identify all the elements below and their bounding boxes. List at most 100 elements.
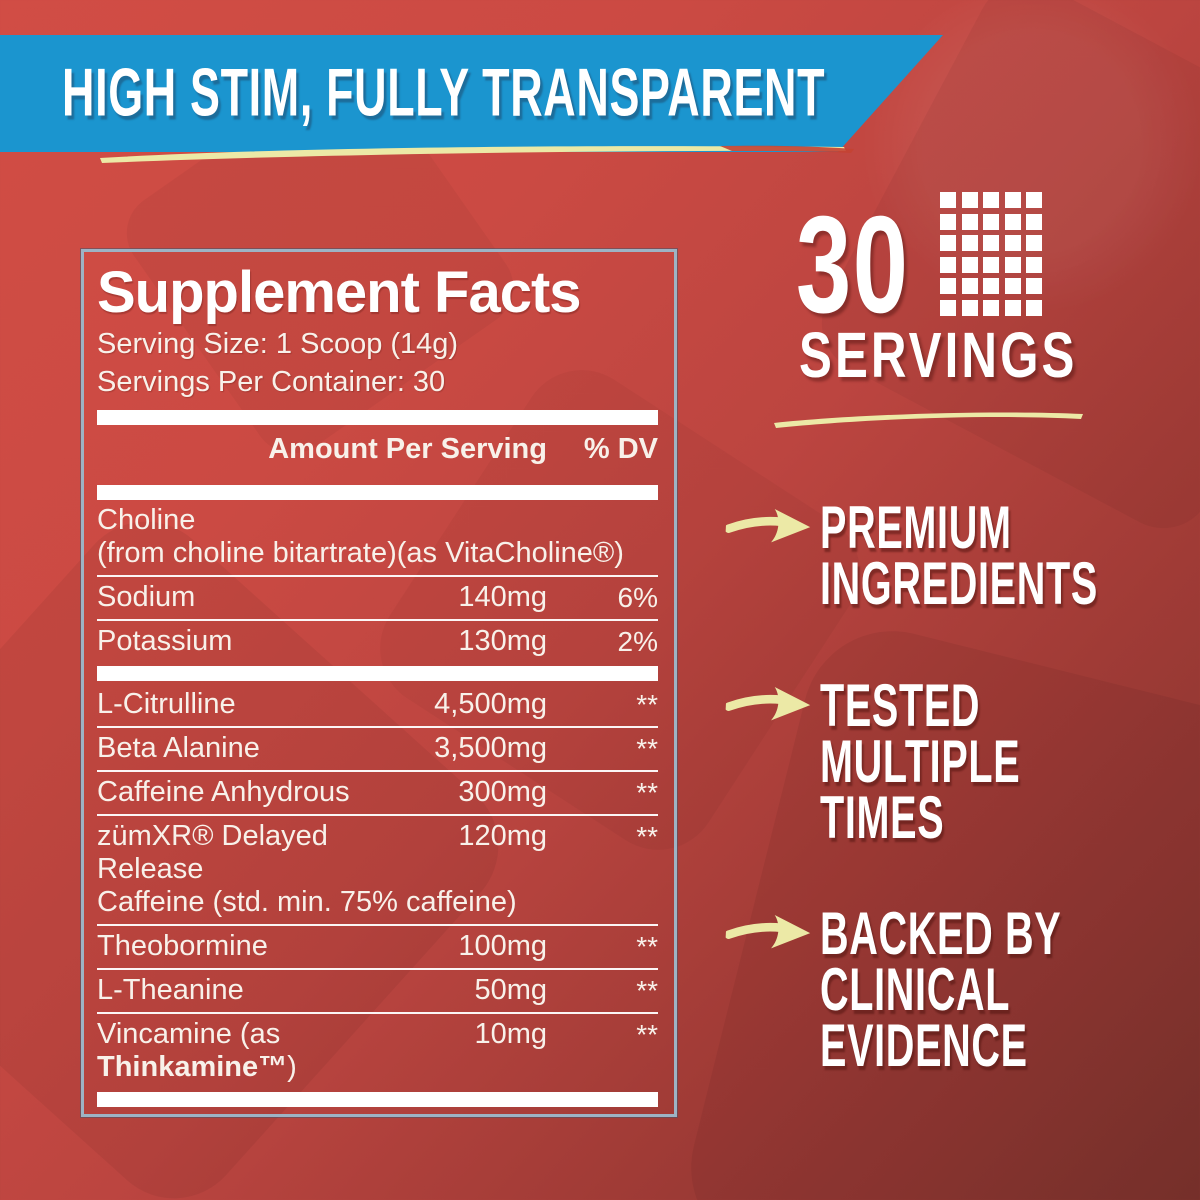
row-amount: 50mg: [474, 974, 547, 1006]
arrow-icon: [724, 684, 814, 729]
servings-label: SERVINGS: [799, 319, 1078, 391]
grid-square: [1004, 213, 1021, 230]
grid-square: [1026, 299, 1042, 316]
row-amount: 10mg: [474, 1018, 547, 1050]
dv-column-header: % DV: [583, 433, 658, 465]
thick-divider: [97, 485, 658, 500]
row-amount: 130mg: [458, 625, 547, 657]
grid-square: [961, 278, 978, 294]
row-dv: **: [636, 689, 658, 720]
row-amount: 140mg: [458, 581, 547, 613]
column-header-row: Amount Per Serving % DV: [97, 425, 658, 475]
arrow-icon: [724, 912, 814, 957]
row-amount: 300mg: [458, 776, 547, 808]
row-amount: 120mg: [458, 820, 547, 852]
grid-square: [1026, 192, 1042, 208]
bullet-text-line: TIMES: [820, 784, 945, 851]
grid-square: [1004, 192, 1021, 208]
brush-underline: [100, 145, 854, 163]
bullet-text-line: INGREDIENTS: [820, 550, 1098, 617]
row-ingredient-name-bold: Thinkamine™: [97, 1051, 288, 1083]
grid-square: [940, 256, 956, 273]
row-ingredient-name: Choline: [97, 504, 196, 536]
facts-footnotes: * Daily Values based on a 2,000 calorie …: [97, 1113, 658, 1114]
thin-divider: [97, 814, 658, 816]
table-row: Sodium 140mg 6%: [97, 577, 658, 619]
row-ingredient-name: Beta Alanine: [97, 732, 260, 764]
thin-divider: [97, 968, 658, 970]
grid-square: [940, 235, 956, 251]
row-amount: 100mg: [458, 930, 547, 962]
grid-square: [940, 192, 956, 208]
bullet-text-line: MULTIPLE: [820, 728, 1021, 795]
servings-grid-icon: [940, 192, 1042, 316]
row-amount: [387, 504, 547, 537]
grid-square: [1004, 256, 1021, 273]
servings-count: 30: [796, 188, 910, 342]
thin-divider: [97, 575, 658, 577]
row-dv: **: [636, 733, 658, 764]
bullet-text-line: TESTED: [820, 672, 981, 739]
bullet-text-line: EVIDENCE: [820, 1012, 1028, 1079]
row-dv: [547, 504, 658, 537]
bullet-text: PREMIUM INGREDIENTS: [820, 494, 1098, 617]
row-ingredient-name: Sodium: [97, 581, 196, 613]
grid-square: [1004, 278, 1021, 294]
bullet-text: BACKED BY CLINICAL EVIDENCE: [820, 900, 1062, 1079]
thick-divider: [97, 410, 658, 425]
grid-square: [961, 256, 978, 273]
facts-rows: Choline (from choline bitartrate)(as Vita…: [97, 500, 658, 1107]
row-ingredient-name: L-Theanine: [97, 974, 244, 1006]
thin-divider: [97, 726, 658, 728]
thin-divider: [97, 770, 658, 772]
row-ingredient-name: Caffeine Anhydrous: [97, 776, 350, 808]
grid-square: [983, 213, 999, 230]
grid-square: [1004, 235, 1021, 251]
bullet-text-line: PREMIUM: [820, 494, 1012, 561]
table-row: Potassium 130mg 2%: [97, 621, 658, 663]
banner-title: HIGH STIM, FULLY TRANSPARENT: [62, 53, 826, 130]
grid-square: [1026, 278, 1042, 294]
grid-square: [983, 299, 999, 316]
thick-divider: [97, 1092, 658, 1107]
row-ingredient-name: Theobormine: [97, 930, 268, 962]
bullet-text: TESTED MULTIPLE TIMES: [820, 672, 1021, 851]
brush-underline: [774, 412, 1083, 428]
footnote: * Daily Values based on a 2,000 calorie …: [97, 1113, 658, 1114]
grid-square: [1026, 213, 1042, 230]
row-dv: 6%: [617, 582, 658, 613]
grid-square: [940, 213, 956, 230]
grid-square: [961, 213, 978, 230]
table-row: L-Theanine 50mg **: [97, 970, 658, 1012]
bullet-text-line: BACKED BY: [820, 900, 1062, 967]
table-row: Caffeine Anhydrous 300mg **: [97, 772, 658, 814]
table-row: Vincamine (as Thinkamine™) 10mg **: [97, 1014, 658, 1089]
servings-per-container: Servings Per Container: 30: [97, 366, 446, 398]
row-dv: **: [636, 975, 658, 1006]
row-dv: **: [636, 777, 658, 808]
row-ingredient-name: L-Citrulline: [97, 688, 236, 720]
grid-square: [1026, 256, 1042, 273]
thin-divider: [97, 619, 658, 621]
amount-column-header: Amount Per Serving: [268, 433, 547, 465]
bullet-text-line: CLINICAL: [820, 956, 1011, 1023]
grid-square: [983, 192, 999, 208]
grid-square: [983, 235, 999, 251]
grid-square: [940, 299, 956, 316]
grid-square: [1026, 235, 1042, 251]
row-ingredient-name: Potassium: [97, 625, 233, 657]
row-dv: **: [636, 1019, 658, 1050]
row-dv: 2%: [617, 626, 658, 657]
banner: HIGH STIM, FULLY TRANSPARENT: [0, 35, 943, 152]
grid-square: [983, 278, 999, 294]
grid-square: [961, 192, 978, 208]
grid-square: [961, 299, 978, 316]
grid-square: [1004, 299, 1021, 316]
grid-square: [940, 278, 956, 294]
row-ingredient-name-line2: Caffeine (std. min. 75% caffeine): [97, 886, 517, 918]
table-row: Theobormine 100mg **: [97, 926, 658, 968]
serving-size: Serving Size: 1 Scoop (14g): [97, 328, 459, 360]
table-row: L-Citrulline 4,500mg **: [97, 684, 658, 726]
row-amount: 3,500mg: [434, 732, 547, 764]
thin-divider: [97, 924, 658, 926]
